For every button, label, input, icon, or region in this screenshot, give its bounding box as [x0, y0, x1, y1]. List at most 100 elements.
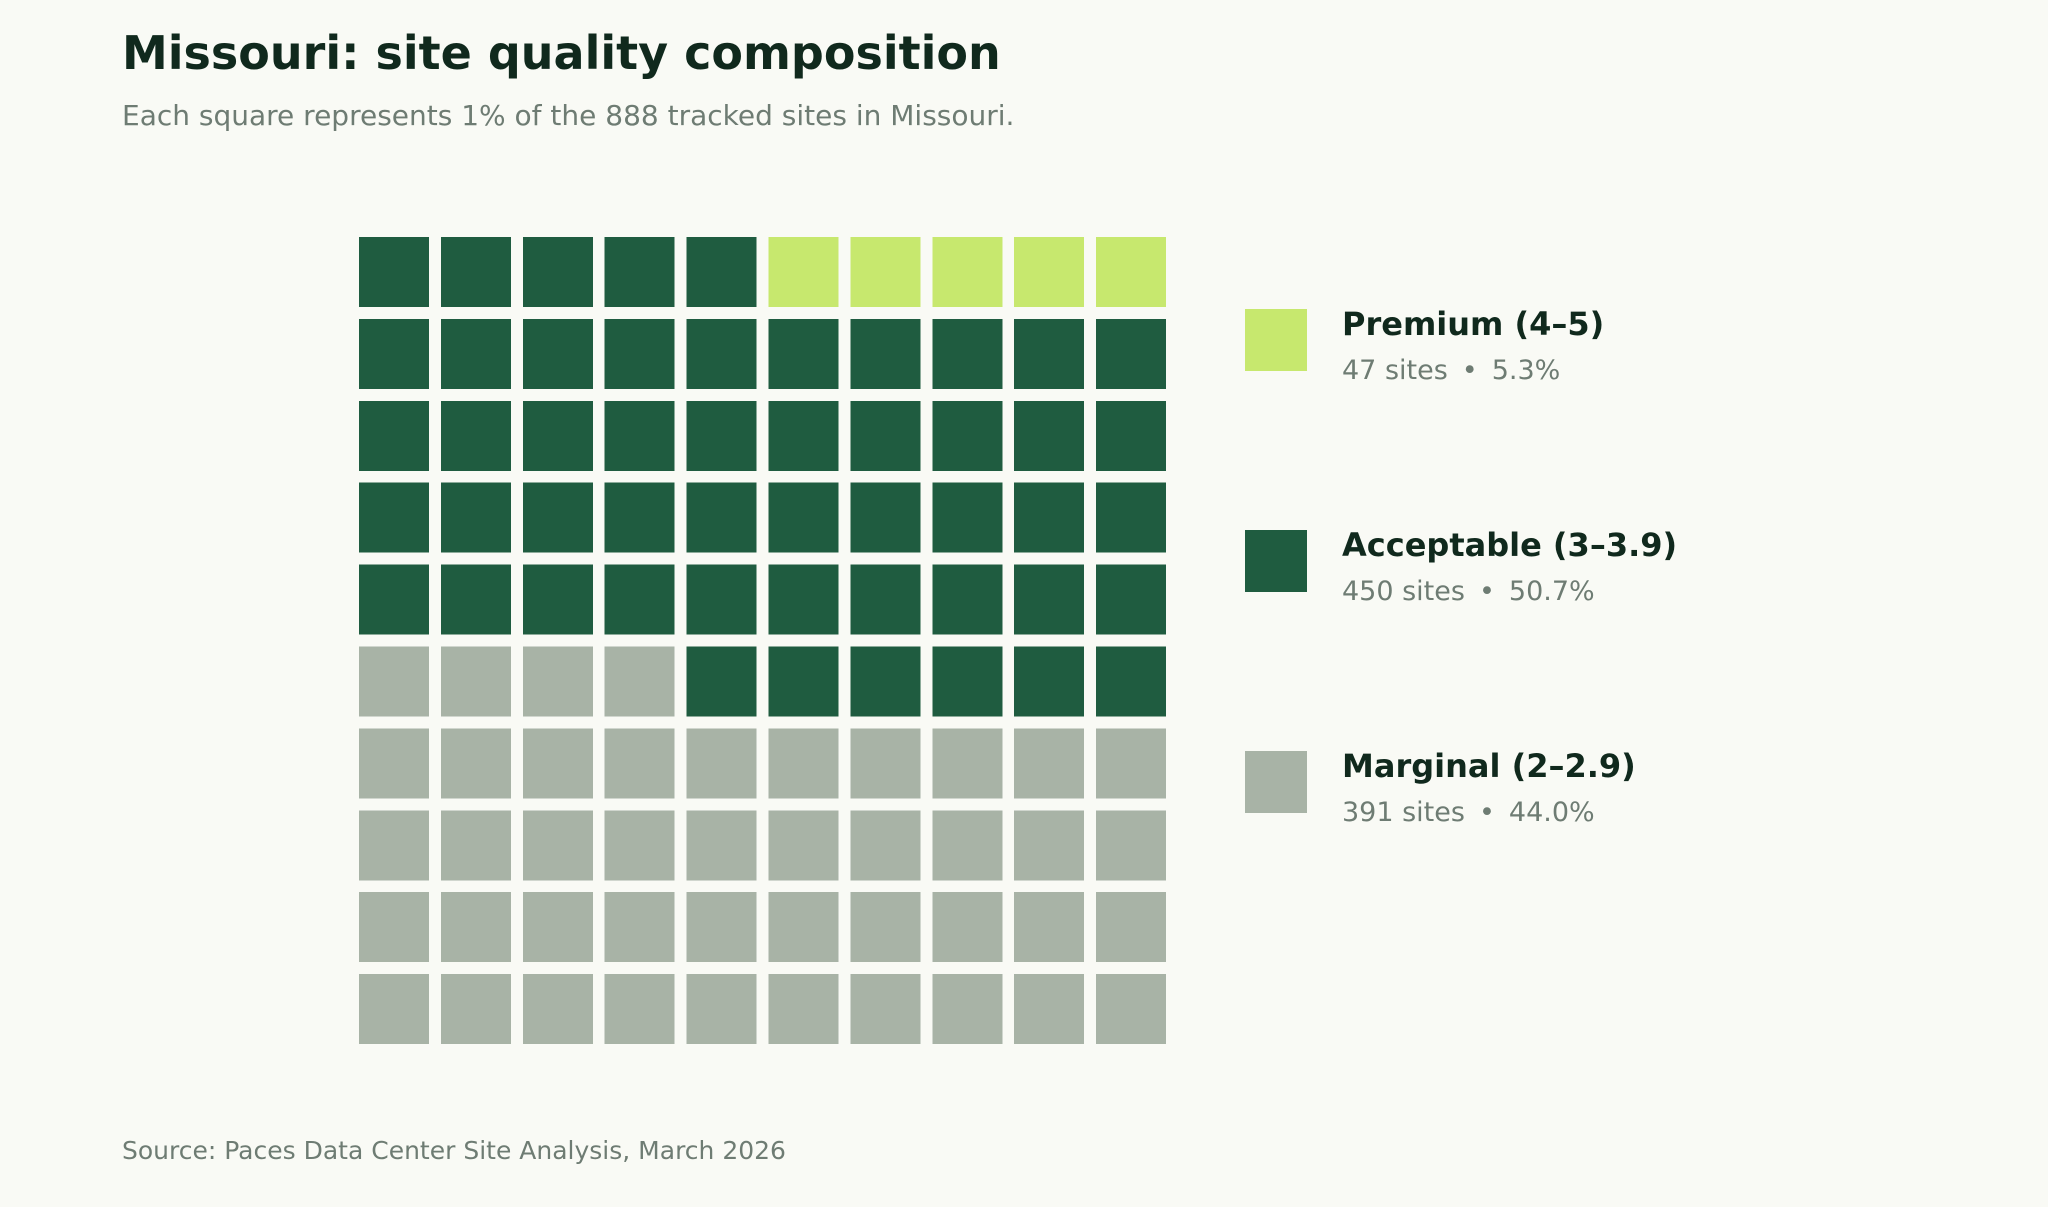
waffle-square-acceptable [686, 482, 757, 553]
waffle-square-premium [850, 237, 921, 307]
waffle-square-marginal [850, 892, 921, 963]
waffle-square-marginal [932, 974, 1003, 1045]
waffle-square-premium [1096, 237, 1167, 307]
legend-item-marginal: Marginal (2–2.9) 391 sites • 44.0% [1245, 747, 1805, 841]
waffle-square-acceptable [604, 564, 675, 635]
waffle-square-marginal [1014, 728, 1085, 799]
waffle-square-marginal [359, 974, 429, 1045]
waffle-square-marginal [440, 810, 511, 881]
waffle-square-marginal [686, 974, 757, 1045]
waffle-square-acceptable [1096, 400, 1167, 471]
waffle-square-acceptable [850, 482, 921, 553]
waffle-square-acceptable [850, 646, 921, 717]
legend-separator: • [1461, 355, 1478, 386]
waffle-square-acceptable [1014, 482, 1085, 553]
waffle-square-premium [932, 237, 1003, 307]
legend-detail-marginal: 391 sites • 44.0% [1342, 797, 1595, 828]
waffle-square-acceptable [1014, 400, 1085, 471]
waffle-grid [359, 237, 1167, 1045]
waffle-square-marginal [522, 646, 593, 717]
waffle-square-acceptable [440, 482, 511, 553]
waffle-square-acceptable [522, 564, 593, 635]
waffle-square-marginal [1096, 892, 1167, 963]
legend-percent-acceptable: 50.7% [1508, 576, 1595, 607]
legend-sites-marginal: 391 sites [1342, 797, 1465, 828]
waffle-square-marginal [359, 892, 429, 963]
waffle-square-acceptable [1096, 482, 1167, 553]
legend-swatch-marginal [1245, 751, 1307, 813]
waffle-square-acceptable [768, 646, 839, 717]
waffle-square-marginal [604, 974, 675, 1045]
waffle-square-marginal [359, 646, 429, 717]
waffle-square-marginal [604, 646, 675, 717]
waffle-square-marginal [686, 892, 757, 963]
waffle-square-marginal [522, 974, 593, 1045]
waffle-square-acceptable [1014, 564, 1085, 635]
waffle-square-marginal [1014, 974, 1085, 1045]
waffle-square-marginal [1014, 892, 1085, 963]
waffle-square-acceptable [932, 564, 1003, 635]
waffle-square-acceptable [1096, 564, 1167, 635]
waffle-square-acceptable [522, 482, 593, 553]
waffle-square-marginal [604, 810, 675, 881]
waffle-square-marginal [604, 728, 675, 799]
waffle-square-acceptable [850, 564, 921, 635]
waffle-square-marginal [522, 892, 593, 963]
waffle-square-acceptable [1096, 318, 1167, 389]
waffle-square-acceptable [686, 318, 757, 389]
legend-detail-premium: 47 sites • 5.3% [1342, 355, 1560, 386]
waffle-square-acceptable [359, 482, 429, 553]
waffle-square-acceptable [604, 318, 675, 389]
waffle-square-acceptable [440, 237, 511, 307]
waffle-square-premium [768, 237, 839, 307]
legend-label-premium: Premium (4–5) [1342, 305, 1605, 343]
waffle-square-marginal [440, 646, 511, 717]
waffle-square-acceptable [850, 318, 921, 389]
waffle-square-acceptable [359, 400, 429, 471]
waffle-square-acceptable [932, 646, 1003, 717]
legend-detail-acceptable: 450 sites • 50.7% [1342, 576, 1595, 607]
legend-label-marginal: Marginal (2–2.9) [1342, 747, 1636, 785]
waffle-square-marginal [768, 810, 839, 881]
waffle-square-acceptable [440, 564, 511, 635]
chart-title: Missouri: site quality composition [122, 26, 1001, 80]
waffle-square-acceptable [522, 237, 593, 307]
waffle-square-premium [1014, 237, 1085, 307]
legend-sites-premium: 47 sites [1342, 355, 1448, 386]
waffle-square-marginal [1096, 728, 1167, 799]
waffle-square-marginal [686, 728, 757, 799]
waffle-square-marginal [932, 892, 1003, 963]
legend-separator: • [1478, 576, 1495, 607]
legend-swatch-premium [1245, 309, 1307, 371]
waffle-square-marginal [359, 810, 429, 881]
waffle-square-marginal [932, 810, 1003, 881]
waffle-square-acceptable [768, 482, 839, 553]
legend-percent-premium: 5.3% [1491, 355, 1561, 386]
waffle-square-acceptable [686, 400, 757, 471]
waffle-square-marginal [686, 810, 757, 881]
waffle-square-acceptable [604, 237, 675, 307]
waffle-square-acceptable [1014, 318, 1085, 389]
waffle-square-marginal [768, 728, 839, 799]
waffle-square-acceptable [850, 400, 921, 471]
waffle-square-acceptable [440, 318, 511, 389]
waffle-square-acceptable [1014, 646, 1085, 717]
waffle-square-acceptable [768, 318, 839, 389]
waffle-square-marginal [440, 974, 511, 1045]
legend-item-premium: Premium (4–5) 47 sites • 5.3% [1245, 305, 1805, 399]
chart-subtitle: Each square represents 1% of the 888 tra… [122, 99, 1015, 132]
waffle-square-marginal [1096, 810, 1167, 881]
legend-sites-acceptable: 450 sites [1342, 576, 1465, 607]
waffle-square-acceptable [604, 400, 675, 471]
waffle-square-acceptable [932, 318, 1003, 389]
waffle-square-marginal [440, 728, 511, 799]
waffle-square-marginal [932, 728, 1003, 799]
waffle-square-marginal [359, 728, 429, 799]
waffle-square-acceptable [604, 482, 675, 553]
waffle-square-acceptable [686, 564, 757, 635]
waffle-square-marginal [522, 728, 593, 799]
waffle-square-marginal [850, 974, 921, 1045]
legend-separator: • [1478, 797, 1495, 828]
waffle-square-marginal [850, 728, 921, 799]
